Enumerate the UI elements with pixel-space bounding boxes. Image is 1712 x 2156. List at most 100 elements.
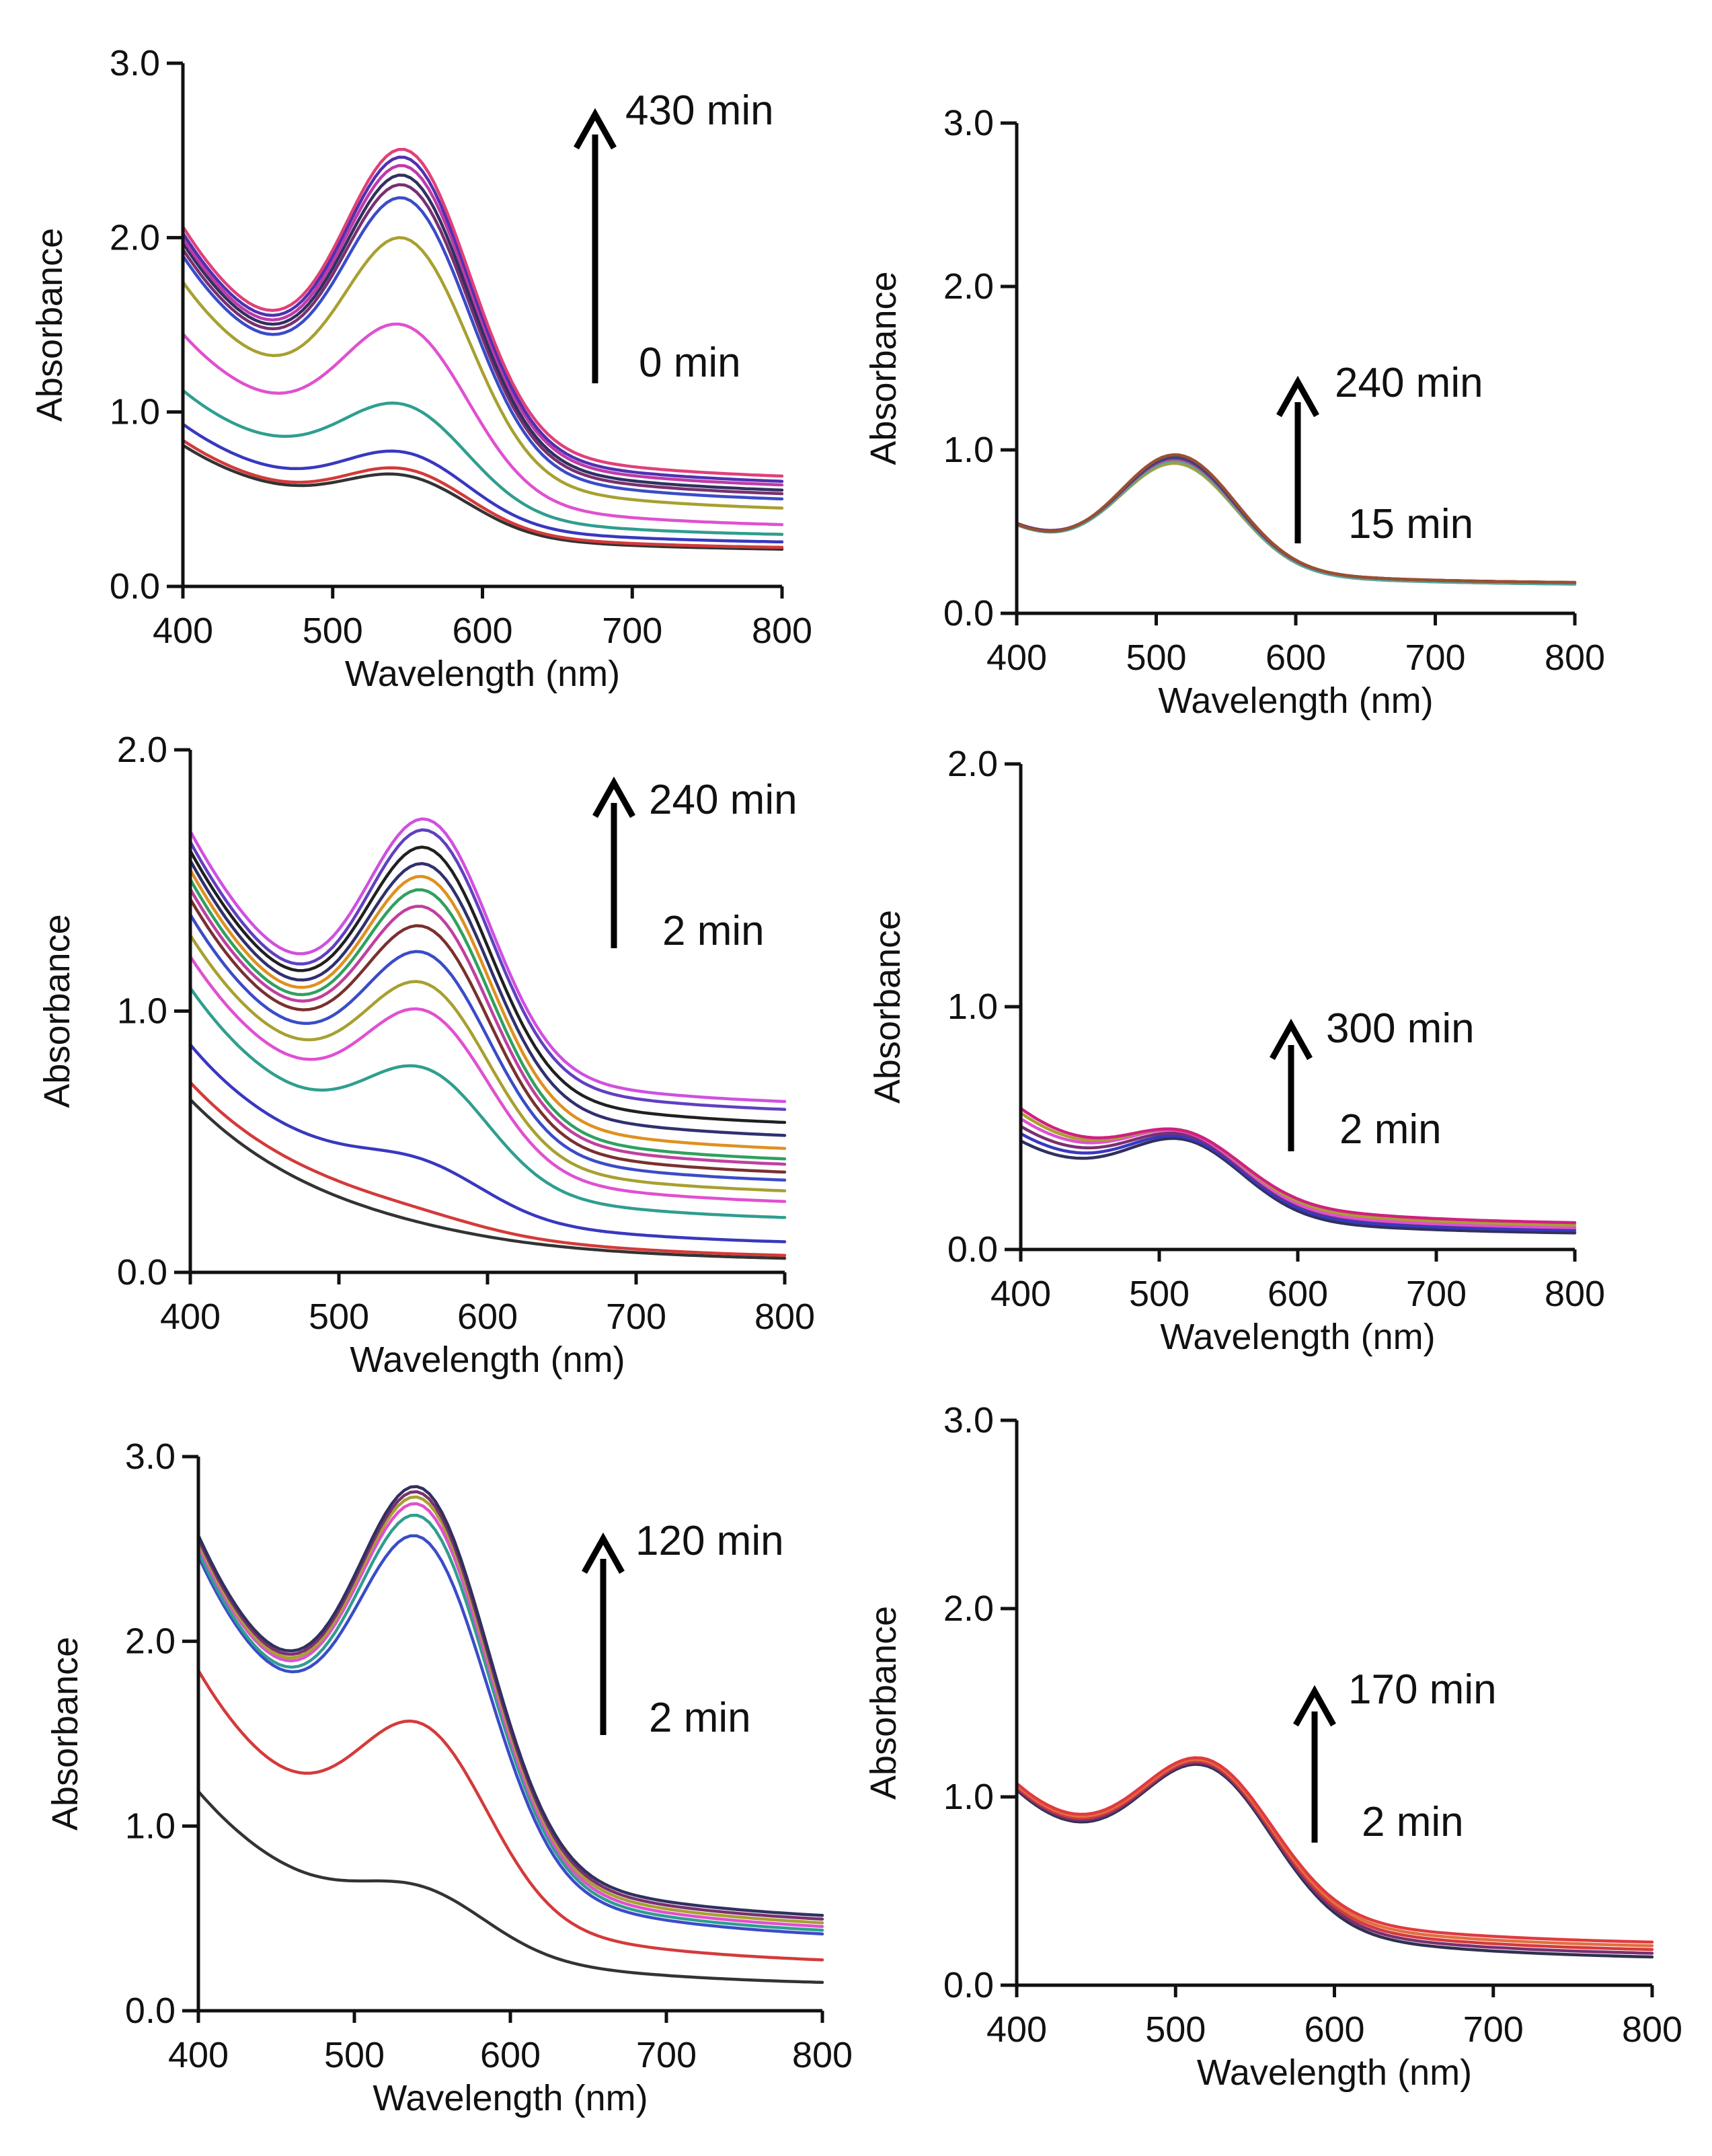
- series-line-3: [188, 1043, 787, 1243]
- y-tick-label: 1.0: [947, 987, 998, 1027]
- x-tick-label: 500: [1126, 638, 1186, 678]
- y-tick-label: 1.0: [943, 1777, 994, 1817]
- x-tick-label: 600: [480, 2035, 541, 2075]
- x-axis-title: Wavelength (nm): [345, 654, 620, 694]
- series-line-8: [196, 1485, 824, 1917]
- x-tick-label: 500: [309, 1297, 369, 1337]
- arrow-top-label: 170 min: [1348, 1666, 1497, 1713]
- series-line-4: [1019, 1117, 1577, 1229]
- arrow-top-label: 120 min: [635, 1518, 784, 1564]
- y-tick-label: 1.0: [117, 991, 167, 1032]
- x-tick-label: 500: [324, 2035, 385, 2075]
- y-tick-label: 2.0: [110, 217, 160, 258]
- y-axis-title: Absorbance: [863, 271, 904, 465]
- series-line-12: [181, 147, 784, 478]
- x-tick-label: 600: [457, 1297, 518, 1337]
- series-group: [1015, 453, 1577, 586]
- x-tick-label: 400: [153, 611, 213, 651]
- x-tick-label: 800: [1545, 638, 1605, 678]
- y-tick-label: 0.0: [125, 1991, 176, 2031]
- series-line-5: [188, 955, 787, 1203]
- x-tick-label: 800: [754, 1297, 815, 1337]
- series-line-5: [181, 322, 784, 527]
- series-line-4: [1015, 1757, 1654, 1948]
- x-tick-label: 600: [1268, 1274, 1328, 1314]
- x-tick-label: 400: [986, 2009, 1047, 2050]
- series-line-5: [196, 1502, 824, 1928]
- arrow-top-label: 240 min: [1335, 360, 1483, 406]
- x-tick-label: 700: [1406, 1274, 1467, 1314]
- y-tick-label: 2.0: [125, 1621, 176, 1662]
- time-arrow-head: [1293, 1685, 1336, 1727]
- series-line-11: [188, 868, 787, 1150]
- x-tick-label: 500: [1145, 2009, 1206, 2050]
- series-line-1: [1015, 1763, 1654, 1959]
- x-tick-label: 600: [1304, 2009, 1364, 2050]
- panel-1: 400 500 600 700 800 0.0 1.0 2.0 3.0 Wavelength (n…: [30, 43, 812, 694]
- series-line-7: [188, 913, 787, 1182]
- panel-2: 400 500 600 700 800 0.0 1.0 2.0 3.0 Wavelength (n…: [863, 103, 1605, 721]
- x-tick-label: 700: [1405, 638, 1465, 678]
- series-line-2: [1019, 1132, 1577, 1232]
- series-line-5: [1015, 453, 1577, 584]
- x-tick-label: 500: [303, 611, 363, 651]
- series-line-12: [188, 859, 787, 1137]
- panel-6: 400 500 600 700 800 0.0 1.0 2.0 3.0 Wavelength (n…: [863, 1400, 1682, 2093]
- series-line-5: [1019, 1111, 1577, 1227]
- arrow-top-label: 430 min: [625, 87, 774, 134]
- y-axis-title: Absorbance: [45, 1637, 85, 1831]
- series-group: [1015, 1756, 1654, 1959]
- y-tick-label: 3.0: [943, 103, 994, 143]
- arrow-bottom-label: 2 min: [1362, 1799, 1464, 1845]
- series-line-6: [181, 236, 784, 510]
- y-tick-label: 2.0: [943, 266, 994, 307]
- series-line-1: [196, 1789, 824, 1985]
- series-line-9: [181, 174, 784, 492]
- y-tick-label: 1.0: [943, 430, 994, 470]
- y-tick-label: 0.0: [943, 1965, 994, 2005]
- series-line-15: [188, 817, 787, 1104]
- series-line-2: [196, 1668, 824, 1962]
- series-group: [181, 147, 784, 551]
- arrow-top-label: 240 min: [649, 777, 797, 823]
- series-line-10: [188, 878, 787, 1161]
- y-tick-label: 3.0: [943, 1400, 994, 1440]
- time-arrow-head: [1276, 375, 1319, 418]
- series-line-1: [1019, 1137, 1577, 1235]
- x-tick-label: 700: [1463, 2009, 1524, 2050]
- y-axis-title: Absorbance: [30, 228, 70, 422]
- series-group: [196, 1485, 824, 1985]
- series-line-10: [181, 164, 784, 487]
- series-line-14: [188, 828, 787, 1111]
- x-tick-label: 600: [1266, 638, 1326, 678]
- x-axis-title: Wavelength (nm): [373, 2078, 648, 2118]
- time-arrow-head: [1270, 1018, 1313, 1061]
- series-line-4: [181, 389, 784, 536]
- x-tick-label: 500: [1129, 1274, 1190, 1314]
- y-tick-label: 3.0: [125, 1436, 176, 1477]
- series-line-4: [188, 986, 787, 1219]
- y-tick-label: 0.0: [110, 566, 160, 607]
- series-line-6: [188, 933, 787, 1192]
- series-line-5: [1015, 1756, 1654, 1944]
- x-tick-label: 800: [752, 611, 812, 651]
- x-tick-label: 600: [452, 611, 512, 651]
- series-line-2: [188, 1081, 787, 1258]
- series-line-4: [196, 1513, 824, 1932]
- series-line-2: [181, 438, 784, 549]
- x-tick-label: 700: [636, 2035, 697, 2075]
- y-tick-label: 2.0: [943, 1588, 994, 1629]
- x-tick-label: 800: [1622, 2009, 1682, 2050]
- y-axis-title: Absorbance: [37, 914, 77, 1108]
- x-tick-label: 400: [160, 1297, 221, 1337]
- arrow-bottom-label: 2 min: [649, 1695, 751, 1741]
- y-tick-label: 2.0: [117, 730, 167, 770]
- panel-4: 400 500 600 700 800 0.0 1.0 2.0 Wavelength (nm) A…: [867, 744, 1605, 1357]
- time-arrow-head: [574, 108, 617, 150]
- y-tick-label: 0.0: [117, 1252, 167, 1293]
- y-tick-label: 3.0: [110, 43, 160, 83]
- y-tick-label: 2.0: [947, 744, 998, 784]
- y-axis-title: Absorbance: [867, 910, 908, 1104]
- x-tick-label: 400: [168, 2035, 229, 2075]
- series-line-3: [181, 422, 784, 544]
